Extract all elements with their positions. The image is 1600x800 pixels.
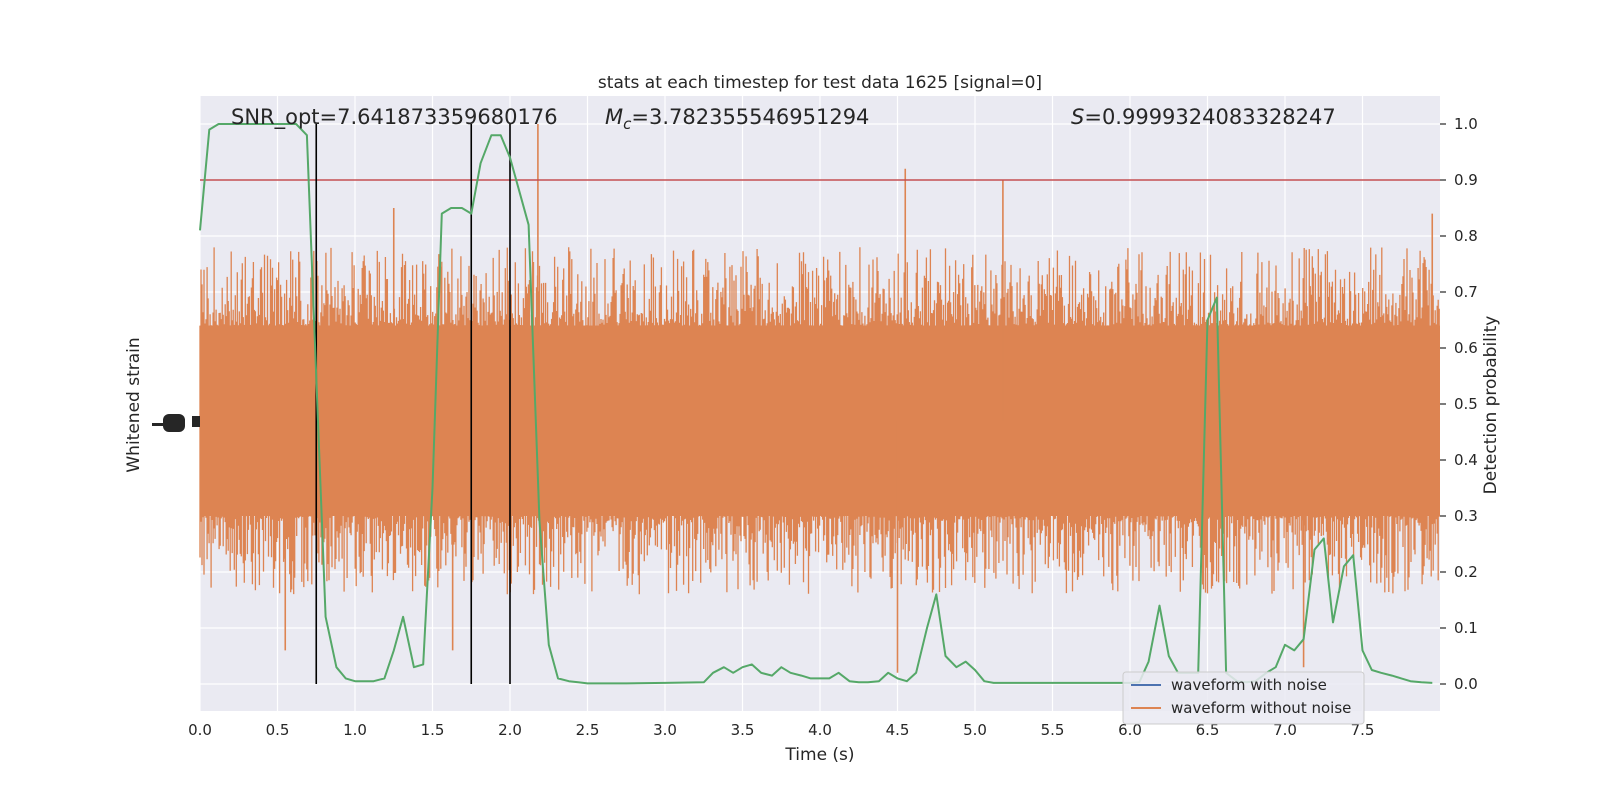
- overlapping-tick-mark: [152, 423, 166, 426]
- x-axis-label: Time (s): [784, 745, 854, 765]
- y-right-tick-label: 0.4: [1454, 451, 1478, 469]
- noise-trace: [199, 247, 1440, 595]
- chirp-mass-symbol: M: [605, 105, 623, 129]
- x-tick-label: 7.5: [1351, 721, 1375, 739]
- snr-annotation: SNR_opt=7.641873359680176: [231, 105, 558, 130]
- chirp-mass-annotation: Mc=3.782355546951294: [605, 105, 869, 133]
- x-tick-label: 1.5: [421, 721, 445, 739]
- x-ticks: 0.0 0.5 1.0 1.5 2.0 2.5 3.0 3.5 4.0 4.5 5.0 5.5 6.0 6…: [188, 721, 1374, 739]
- left-axis-overlapping-ticks: [152, 414, 200, 432]
- y-right-tick-label: 1.0: [1454, 115, 1478, 133]
- x-tick-label: 6.5: [1196, 721, 1220, 739]
- y-right-tick-label: 0.5: [1454, 395, 1478, 413]
- overlapping-tick-mark: [192, 416, 200, 427]
- x-tick-label: 6.0: [1118, 721, 1142, 739]
- legend-box: [1122, 671, 1365, 725]
- legend-label-noise: waveform with noise: [1171, 676, 1327, 694]
- x-tick-label: 1.0: [343, 721, 367, 739]
- x-tick-label: 5.5: [1041, 721, 1065, 739]
- chirp-mass-subscript: c: [623, 115, 632, 133]
- y-axis-label-right: Detection probability: [1481, 316, 1501, 495]
- x-tick-label: 4.5: [886, 721, 910, 739]
- y-right-tick-label: 0.6: [1454, 339, 1478, 357]
- x-tick-label: 0.0: [188, 721, 212, 739]
- y-right-tick-label: 0.1: [1454, 619, 1478, 637]
- y-axis-label-left: Whitened strain: [124, 337, 144, 472]
- x-tick-label: 3.0: [653, 721, 677, 739]
- x-tick-label: 0.5: [266, 721, 290, 739]
- y-right-tick-label: 0.2: [1454, 563, 1478, 581]
- legend: waveform with noise waveform without noi…: [1122, 671, 1365, 725]
- overlapping-tick-mark: [163, 414, 185, 432]
- y-right-tick-label: 0.0: [1454, 675, 1478, 693]
- vertical-lines: [315, 124, 511, 684]
- s-annotation: S=0.9999324083328247: [1071, 105, 1336, 129]
- legend-label-clean: waveform without noise: [1171, 699, 1351, 717]
- noise-series: [199, 124, 1440, 673]
- y-right-tick-label: 0.8: [1454, 227, 1478, 245]
- x-tick-label: 3.5: [731, 721, 755, 739]
- y-right-tick-label: 0.3: [1454, 507, 1478, 525]
- chart-title: stats at each timestep for test data 162…: [598, 73, 1042, 93]
- x-tick-label: 4.0: [808, 721, 832, 739]
- x-tick-label: 2.5: [576, 721, 600, 739]
- x-tick-label: 2.0: [498, 721, 522, 739]
- y-right-ticks: 0.0 0.1 0.2 0.3 0.4 0.5 0.6 0.7 0.8 0.9 1.0: [1440, 115, 1478, 693]
- s-symbol: S: [1071, 105, 1084, 129]
- chirp-mass-value: =3.782355546951294: [631, 105, 869, 129]
- x-tick-label: 7.0: [1273, 721, 1297, 739]
- x-tick-label: 5.0: [963, 721, 987, 739]
- y-right-tick-label: 0.7: [1454, 283, 1478, 301]
- s-value: =0.9999324083328247: [1084, 105, 1335, 129]
- y-right-tick-label: 0.9: [1454, 171, 1478, 189]
